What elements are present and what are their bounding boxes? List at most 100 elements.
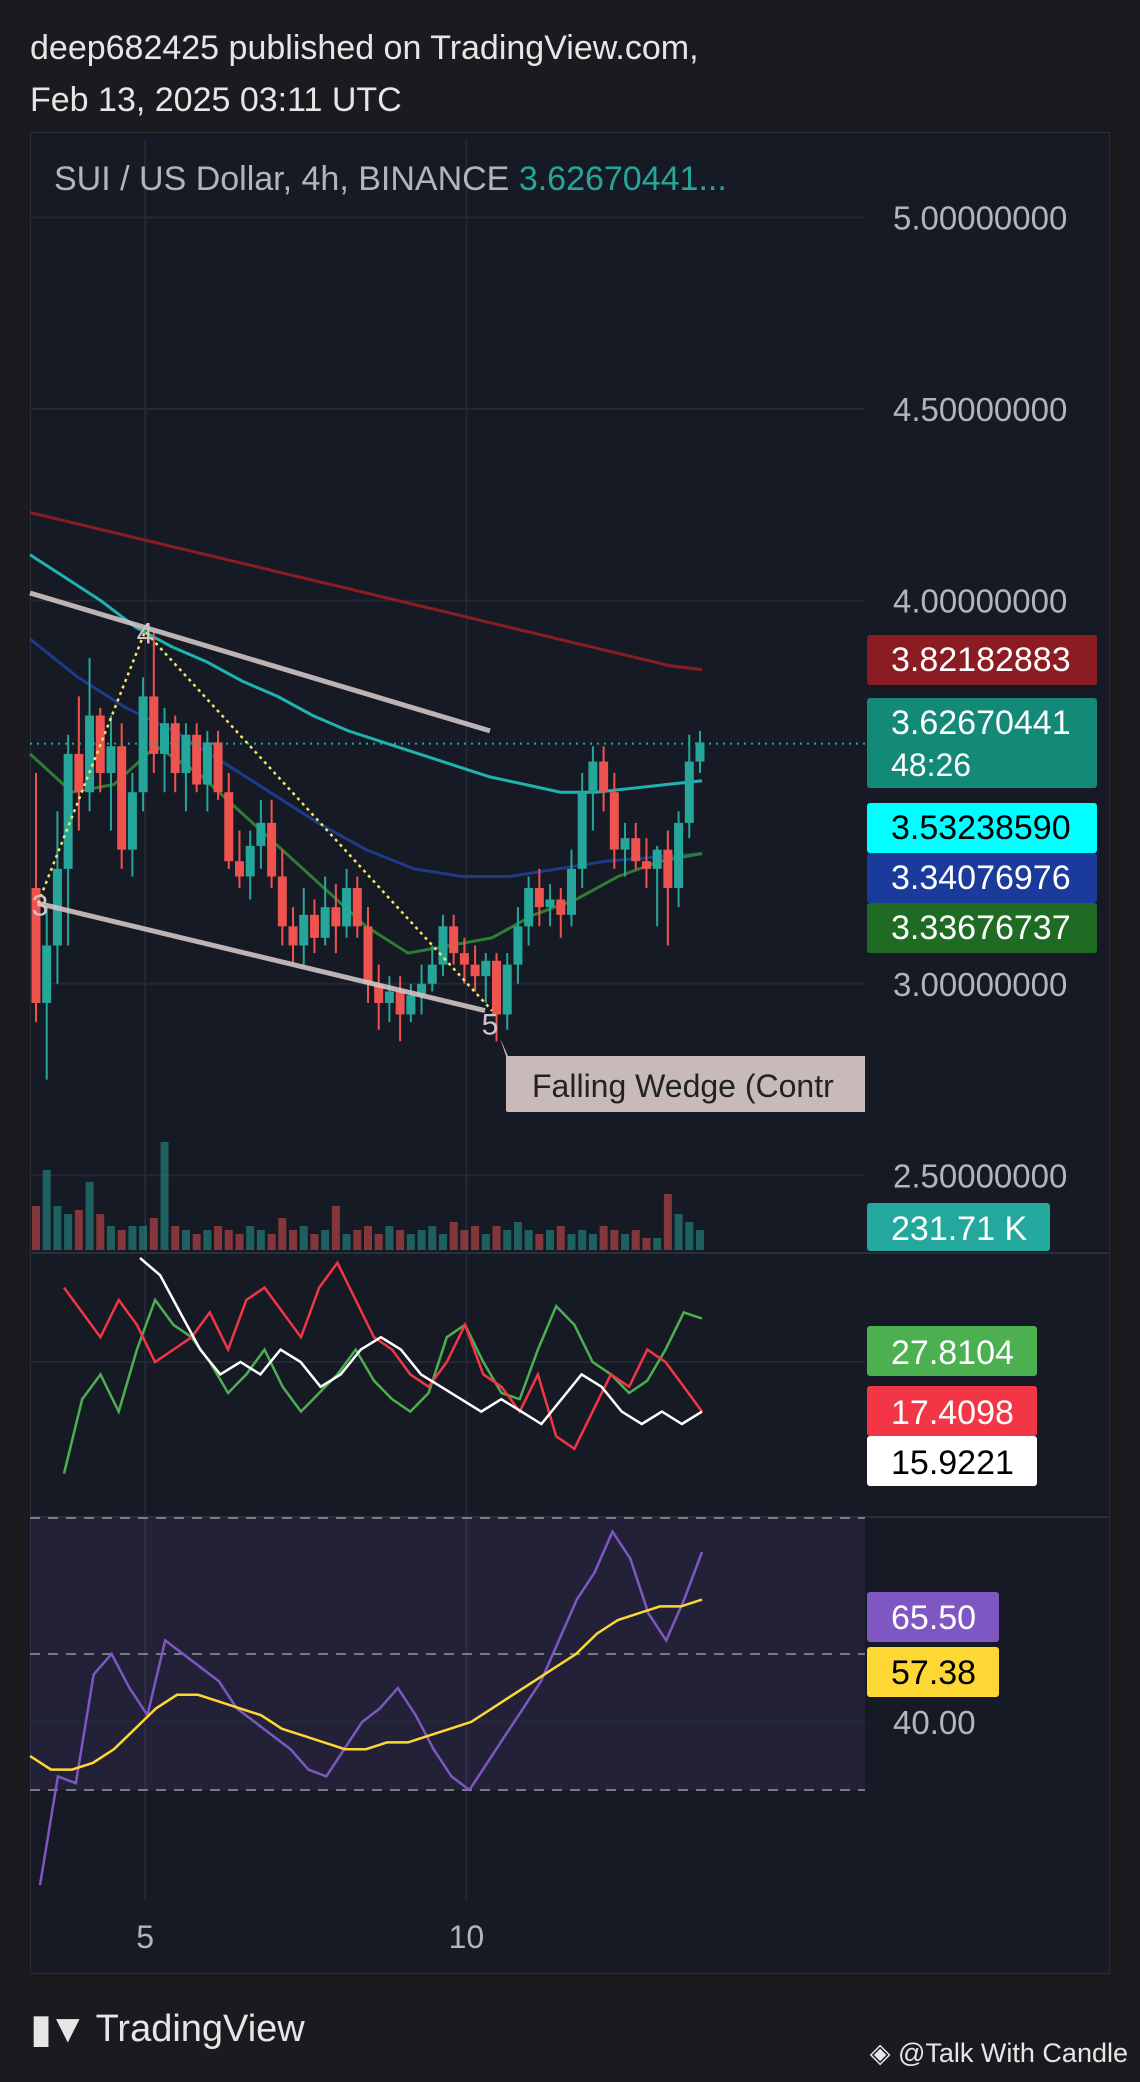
candle-body (299, 914, 309, 946)
candle-body (202, 742, 212, 785)
candle-body (320, 907, 330, 938)
candle-body (256, 822, 266, 846)
volume-bar (631, 1230, 640, 1250)
diamond-icon: ◈ (869, 2038, 891, 2068)
candle-body (106, 746, 116, 774)
volume-bar (256, 1230, 265, 1250)
candle-body (395, 991, 405, 1015)
volume-bar (74, 1210, 83, 1250)
wedge-point-label: 3 (32, 889, 49, 922)
candle-body (620, 838, 630, 850)
rsi-value-label: 57.38 (891, 1654, 976, 1692)
dmi-value-label: 27.8104 (891, 1334, 1014, 1372)
volume-bar (246, 1226, 255, 1250)
candle-body (309, 914, 319, 938)
volume-bar (181, 1230, 190, 1250)
volume-bar (449, 1222, 458, 1250)
volume-bar (342, 1234, 351, 1250)
candle-body (374, 983, 384, 1003)
price-label-box (867, 853, 1097, 903)
candle-body (577, 792, 587, 869)
candle-body (545, 899, 555, 908)
candle-body (267, 822, 277, 877)
volume-bar (192, 1234, 201, 1250)
candle-body (74, 753, 84, 793)
volume-bar (331, 1206, 340, 1250)
y-tick-label: 2.50000000 (893, 1157, 1067, 1194)
candle-body (224, 792, 234, 862)
volume-bar (406, 1234, 415, 1250)
candle-body (481, 960, 491, 977)
dmi-value-box (867, 1386, 1037, 1436)
legend-symbol: SUI / US Dollar, 4h, BINANCE (54, 160, 519, 198)
volume-bar (106, 1226, 115, 1250)
volume-bar (567, 1234, 576, 1250)
volume-bar (535, 1234, 544, 1250)
candle-body (42, 945, 52, 1003)
wedge-point-label: 4 (137, 617, 154, 650)
price-label-box (867, 635, 1097, 685)
dmi-line (62, 1260, 704, 1451)
candle-body (534, 888, 544, 908)
candle-body (31, 888, 41, 1003)
rsi-ma-line (29, 1598, 703, 1771)
volume-bar (299, 1226, 308, 1250)
rsi-value-box (867, 1647, 999, 1697)
candle-body (352, 888, 362, 927)
volume-bar (578, 1230, 587, 1250)
tradingview-logo[interactable]: ▮▼ TradingView (30, 2006, 305, 2052)
dmi-line (62, 1297, 703, 1474)
candle-body (459, 953, 469, 965)
rsi-value-label: 65.50 (891, 1599, 976, 1637)
volume-bar (42, 1170, 51, 1250)
watermark-text: @Talk With Candle (898, 2038, 1128, 2068)
volume-bar (438, 1234, 447, 1250)
volume-bar (460, 1230, 469, 1250)
candle-body (406, 995, 416, 1015)
candle-body (588, 761, 598, 793)
dmi-value-box (867, 1326, 1037, 1376)
candle-body (438, 926, 448, 965)
candle-body (641, 861, 651, 869)
pattern-callout-label: Falling Wedge (Contr (532, 1068, 834, 1104)
candle-body (117, 746, 127, 850)
volume-bar (428, 1226, 437, 1250)
volume-bar (610, 1230, 619, 1250)
volume-bar (310, 1234, 319, 1250)
candle-body (449, 926, 459, 954)
candle-body (524, 888, 534, 927)
candle-body (160, 723, 170, 754)
volume-bar (278, 1218, 287, 1250)
candle-body (427, 964, 437, 984)
candle-body (234, 861, 244, 877)
price-label-value: 3.33676737 (891, 909, 1071, 947)
volume-bar (513, 1222, 522, 1250)
candle-body (502, 964, 512, 1015)
candle-body (63, 753, 73, 869)
volume-bar (385, 1226, 394, 1250)
volume-bar (503, 1230, 512, 1250)
y-tick-label: 4.00000000 (893, 583, 1067, 620)
dmi-value-label: 17.4098 (891, 1394, 1014, 1432)
candle-body (170, 723, 180, 774)
candle-body (384, 991, 394, 1003)
ma-teal-line (29, 553, 703, 794)
price-label-box (867, 698, 1097, 788)
volume-bar (128, 1226, 137, 1250)
volume-bar (556, 1226, 565, 1250)
volume-bar (685, 1222, 694, 1250)
candle-body (599, 761, 609, 793)
candle-body (342, 888, 352, 927)
volume-bar (353, 1230, 362, 1250)
tradingview-logo-icon: ▮▼ (30, 2007, 88, 2051)
candle-body (609, 792, 619, 850)
rsi-value-box (867, 1592, 999, 1642)
volume-bar (171, 1226, 180, 1250)
axis-spacer (865, 140, 866, 141)
volume-bar (321, 1230, 330, 1250)
candle-body (331, 907, 341, 927)
publish-date: Feb 13, 2025 03:11 UTC (30, 81, 402, 119)
volume-bar (214, 1226, 223, 1250)
volume-bar (53, 1206, 62, 1250)
